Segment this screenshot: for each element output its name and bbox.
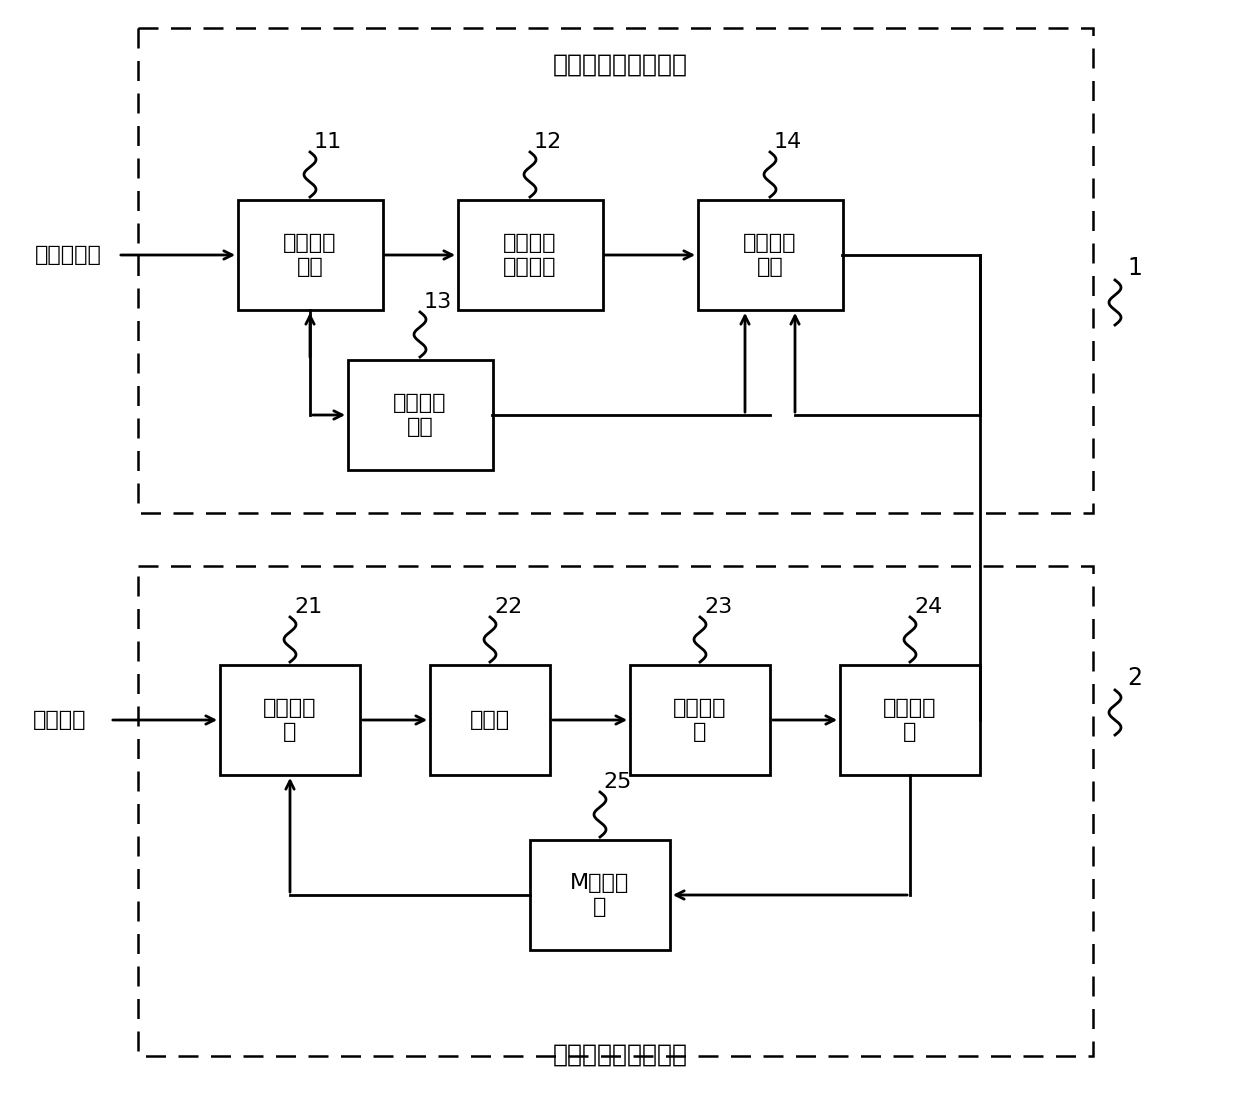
Bar: [529, 840, 670, 950]
Text: 时钟与数据恢复模块: 时钟与数据恢复模块: [553, 53, 687, 77]
Bar: [138, 28, 1092, 513]
Bar: [839, 666, 980, 776]
Text: 23: 23: [704, 597, 732, 617]
Text: 11: 11: [314, 132, 342, 152]
Text: 22: 22: [494, 597, 522, 617]
Text: 压控振荡
器: 压控振荡 器: [883, 698, 936, 741]
Bar: [219, 666, 360, 776]
Text: 21: 21: [294, 597, 322, 617]
Text: M分频单
元: M分频单 元: [570, 873, 630, 916]
Text: 低通滤波
器: 低通滤波 器: [673, 698, 727, 741]
Text: 多相位时钟产生模块: 多相位时钟产生模块: [553, 1043, 687, 1067]
Text: 13: 13: [424, 292, 453, 312]
Bar: [698, 200, 843, 310]
Text: 鉴频鉴相
器: 鉴频鉴相 器: [263, 698, 316, 741]
Text: 25: 25: [604, 772, 632, 792]
Text: 2: 2: [1127, 666, 1142, 690]
Text: 相位检测
单元: 相位检测 单元: [283, 233, 337, 276]
Bar: [138, 566, 1092, 1056]
Bar: [630, 666, 770, 776]
Text: 1: 1: [1127, 256, 1142, 280]
Text: 电荷泵: 电荷泵: [470, 710, 510, 730]
Text: 数字低通
滤波单元: 数字低通 滤波单元: [503, 233, 557, 276]
Bar: [238, 200, 383, 310]
Bar: [458, 200, 603, 310]
Text: 24: 24: [914, 597, 942, 617]
Text: 14: 14: [774, 132, 802, 152]
Text: 12: 12: [534, 132, 562, 152]
Text: 干扰检测
单元: 干扰检测 单元: [393, 394, 446, 437]
Bar: [348, 360, 494, 470]
Text: 相位选择
单元: 相位选择 单元: [743, 233, 797, 276]
Text: 参考时钟: 参考时钟: [33, 710, 87, 730]
Bar: [430, 666, 551, 776]
Text: 待恢复数据: 待恢复数据: [35, 245, 102, 265]
